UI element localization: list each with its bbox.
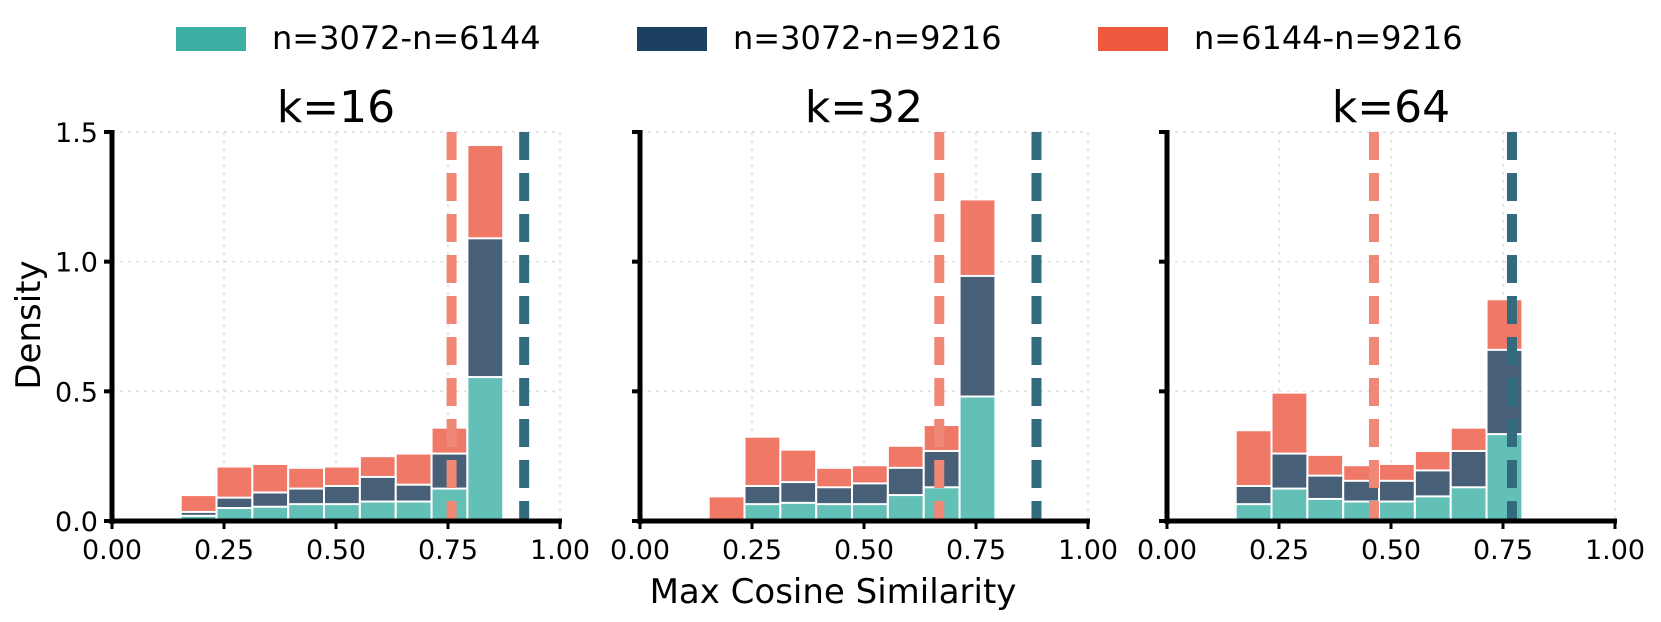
x-tick-label: 0.25 <box>722 535 782 566</box>
legend: n=3072-n=6144 n=3072-n=9216 n=6144-n=921… <box>176 19 1463 57</box>
panel-2: 0.00 0.25 0.50 0.75 1.00 k=32 <box>610 82 1118 566</box>
bar-n=3072-n=6144-bin-6 <box>358 500 397 522</box>
bar-n=3072-n=6144-bin-9 <box>466 376 505 522</box>
x-tick-label: 0.50 <box>306 535 366 566</box>
x-tick-label: 0.75 <box>946 535 1006 566</box>
bar-n=3072-n=6144-bin-6 <box>886 494 925 523</box>
x-tick-label: 1.00 <box>1058 535 1118 566</box>
x-tick-label: 0.25 <box>1249 535 1309 566</box>
x-tick-label: 0.00 <box>610 535 670 566</box>
legend-swatch-1 <box>176 27 246 51</box>
bar-n=3072-n=6144-bin-8 <box>958 395 997 522</box>
legend-swatch-3 <box>1098 27 1168 51</box>
y-tick-label: 1.0 <box>55 248 98 279</box>
bar-n=3072-n=6144-bin-4 <box>815 503 854 523</box>
x-tick-label: 0.75 <box>418 535 478 566</box>
x-tick-label: 1.00 <box>1585 535 1645 566</box>
plots-area: 0.00 0.25 0.50 0.75 1.000.00.51.01.5k=160.00… <box>55 82 1645 566</box>
bar-n=3072-n=6144-bin-6 <box>1413 495 1452 523</box>
panel-1: 0.00 0.25 0.50 0.75 1.00 0.0 0.5 1.0 1.5 k=16 <box>55 82 590 566</box>
x-axis-label: Max Cosine Similarity <box>650 572 1017 612</box>
bar-n=3072-n=6144-bin-3 <box>779 501 818 523</box>
bar-n=3072-n=6144-bin-3 <box>1306 497 1345 522</box>
bar-n=3072-n=6144-bin-2 <box>743 503 782 523</box>
bar-n=3072-n=6144-bin-8 <box>1485 433 1524 522</box>
bar-n=3072-n=6144-bin-5 <box>1378 500 1416 522</box>
bar-n=6144-n=9216-bin-1 <box>707 495 746 523</box>
legend-swatch-2 <box>637 27 707 51</box>
bar-n=3072-n=6144-bin-7 <box>394 500 433 522</box>
bar-n=3072-n=6144-bin-5 <box>851 503 889 523</box>
legend-label-2: n=3072-n=9216 <box>733 19 1002 57</box>
y-tick-label: 0.5 <box>55 377 98 408</box>
x-tick-label: 0.25 <box>194 535 254 566</box>
y-axis-label: Density <box>9 260 49 389</box>
bar-n=3072-n=6144-bin-5 <box>323 503 361 523</box>
panel-title: k=16 <box>277 82 395 133</box>
bar-n=3072-n=6144-bin-1 <box>1234 503 1273 523</box>
panel-3: 0.00 0.25 0.50 0.75 1.00 k=64 <box>1137 82 1645 566</box>
y-tick-label: 0.0 <box>55 507 98 538</box>
x-tick-label: 1.00 <box>530 535 590 566</box>
legend-label-1: n=3072-n=6144 <box>272 19 541 57</box>
y-tick-label: 1.5 <box>55 118 98 149</box>
x-tick-label: 0.75 <box>1473 535 1533 566</box>
panel-title: k=64 <box>1332 82 1450 133</box>
x-tick-label: 0.00 <box>82 535 142 566</box>
legend-label-3: n=6144-n=9216 <box>1194 19 1463 57</box>
bar-n=3072-n=6144-bin-4 <box>287 503 326 523</box>
bar-n=3072-n=6144-bin-2 <box>1270 487 1309 523</box>
x-tick-label: 0.50 <box>1361 535 1421 566</box>
panel-title: k=32 <box>805 82 923 133</box>
x-tick-label: 0.00 <box>1137 535 1197 566</box>
bar-n=3072-n=6144-bin-7 <box>1449 486 1488 522</box>
x-tick-label: 0.50 <box>834 535 894 566</box>
